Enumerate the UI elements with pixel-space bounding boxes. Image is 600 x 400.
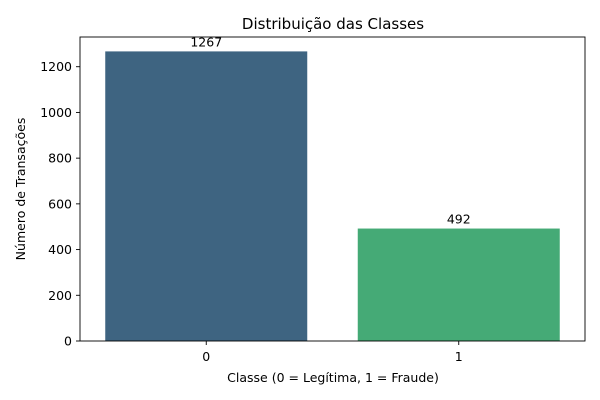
plot-frame: [79, 36, 586, 342]
bars-group: [105, 51, 560, 342]
y-tick-label-200: 200: [48, 288, 72, 303]
x-axis-label: Classe (0 = Legítima, 1 = Fraude): [227, 370, 439, 385]
data-label-1: 492: [447, 212, 471, 227]
data-label-0: 1267: [190, 34, 222, 49]
chart-title: Distribuição das Classes: [242, 15, 424, 33]
y-axis: 0 200 400 600 800 1000 1200: [40, 59, 80, 349]
x-tick-label-0: 0: [202, 349, 210, 364]
bar-1: [357, 228, 560, 341]
data-labels-group: 1267 492: [190, 34, 470, 226]
y-tick-label-1000: 1000: [40, 105, 72, 120]
y-tick-label-400: 400: [48, 242, 72, 257]
y-tick-label-1200: 1200: [40, 59, 72, 74]
bar-0: [105, 51, 308, 342]
y-tick-label-800: 800: [48, 151, 72, 166]
x-tick-label-1: 1: [455, 349, 463, 364]
y-axis-label: Número de Transações: [13, 118, 28, 261]
y-tick-label-0: 0: [64, 334, 72, 349]
y-tick-label-600: 600: [48, 196, 72, 211]
